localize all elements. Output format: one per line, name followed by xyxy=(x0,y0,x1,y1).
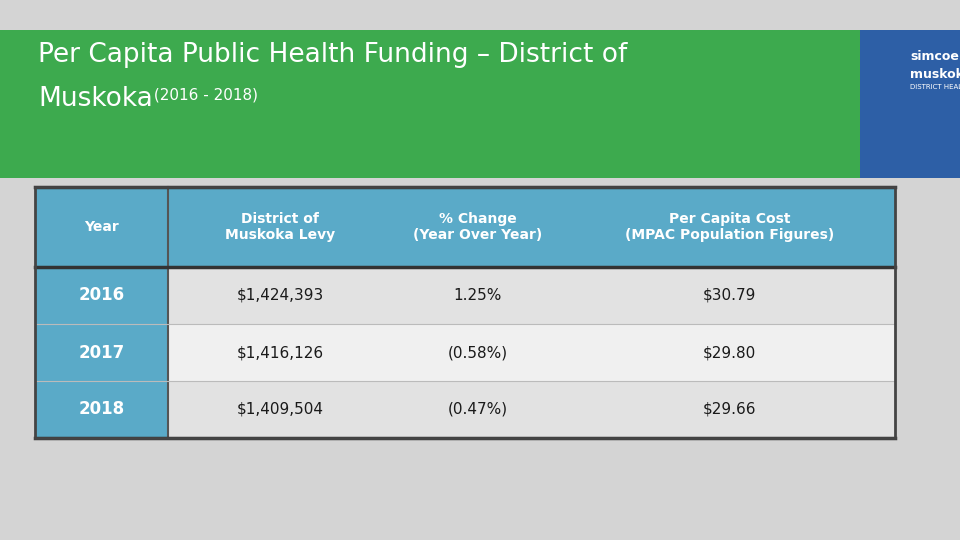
Text: $1,424,393: $1,424,393 xyxy=(236,288,324,303)
Text: $1,416,126: $1,416,126 xyxy=(236,345,324,360)
Text: DISTRICT HEALTH UNIT: DISTRICT HEALTH UNIT xyxy=(910,84,960,90)
Text: % Change
(Year Over Year): % Change (Year Over Year) xyxy=(413,212,542,242)
Text: (2016 - 2018): (2016 - 2018) xyxy=(149,87,258,103)
Text: $29.66: $29.66 xyxy=(703,402,756,417)
Text: Year: Year xyxy=(84,220,119,234)
Text: District of
Muskoka Levy: District of Muskoka Levy xyxy=(225,212,335,242)
Text: Per Capita Public Health Funding – District of: Per Capita Public Health Funding – Distr… xyxy=(38,42,628,68)
Text: $30.79: $30.79 xyxy=(703,288,756,303)
Text: Muskoka: Muskoka xyxy=(38,86,154,112)
Text: (0.47%): (0.47%) xyxy=(447,402,508,417)
Text: Per Capita Cost
(MPAC Population Figures): Per Capita Cost (MPAC Population Figures… xyxy=(625,212,834,242)
Text: 1.25%: 1.25% xyxy=(454,288,502,303)
Text: (0.58%): (0.58%) xyxy=(447,345,508,360)
Text: simcoe: simcoe xyxy=(910,50,959,63)
Text: 2016: 2016 xyxy=(79,287,125,305)
Text: 2018: 2018 xyxy=(79,401,125,418)
Text: 2017: 2017 xyxy=(79,343,125,361)
Text: muskoka: muskoka xyxy=(910,68,960,81)
Text: $29.80: $29.80 xyxy=(703,345,756,360)
Text: $1,409,504: $1,409,504 xyxy=(236,402,324,417)
